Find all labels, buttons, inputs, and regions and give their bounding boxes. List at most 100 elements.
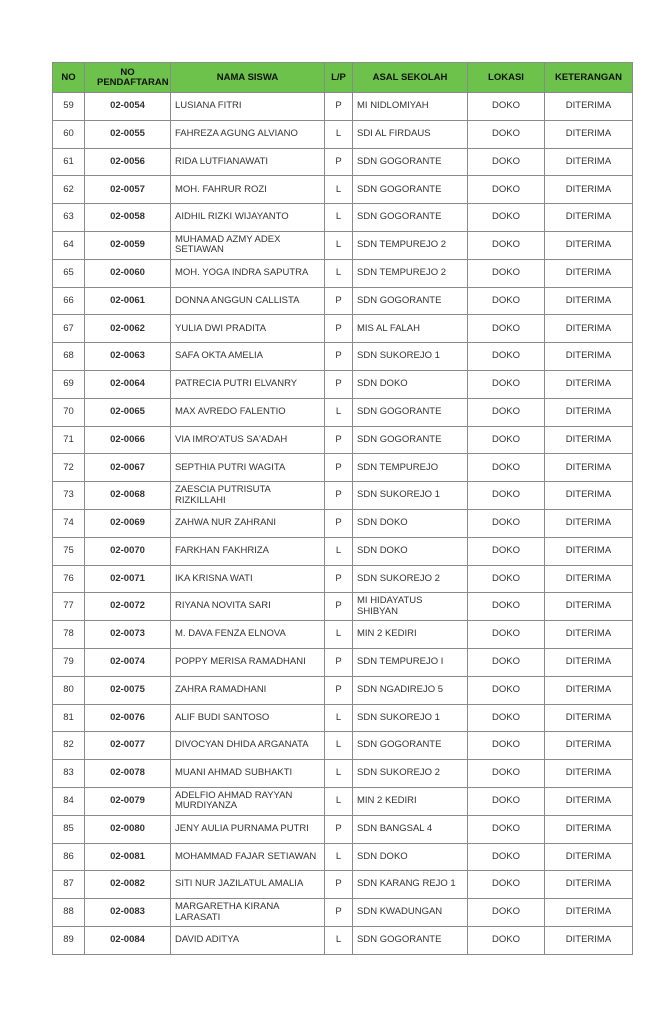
cell-lp: P <box>324 92 353 121</box>
cell-no: 75 <box>52 536 85 566</box>
cell-no: 74 <box>52 508 85 538</box>
cell-lp: P <box>324 675 353 705</box>
cell-keterangan: DITERIMA <box>544 397 633 427</box>
header-keterangan: KETERANGAN <box>544 62 633 93</box>
cell-lp: P <box>324 286 353 316</box>
table-row: 67 02-0062 YULIA DWI PRADITA P MIS AL FALAH D… <box>52 314 633 344</box>
cell-nama-siswa: MOH. FAHRUR ROZI <box>170 175 325 205</box>
cell-lp: L <box>324 703 353 733</box>
cell-asal-sekolah: SDN GOGORANTE <box>352 203 468 232</box>
cell-no-pendaftaran: 02-0062 <box>84 314 171 344</box>
cell-asal-sekolah: SDN SUKOREJO 2 <box>352 759 468 788</box>
cell-lokasi: DOKO <box>467 92 545 121</box>
cell-keterangan: DITERIMA <box>544 842 633 872</box>
cell-keterangan: DITERIMA <box>544 786 633 816</box>
cell-no: 69 <box>52 369 85 399</box>
cell-keterangan: DITERIMA <box>544 536 633 566</box>
cell-lp: P <box>324 453 353 483</box>
cell-asal-sekolah: SDN GOGORANTE <box>352 731 468 761</box>
cell-lokasi: DOKO <box>467 119 545 149</box>
cell-lokasi: DOKO <box>467 647 545 677</box>
cell-no: 62 <box>52 175 85 205</box>
cell-lp: L <box>324 731 353 761</box>
cell-nama-siswa: SAFA OKTA AMELIA <box>170 342 325 371</box>
cell-no: 67 <box>52 314 85 344</box>
table-row: 84 02-0079 ADELFIO AHMAD RAYYAN MURDIYANZA… <box>52 786 633 816</box>
cell-nama-siswa: SITI NUR JAZILATUL AMALIA <box>170 870 325 900</box>
cell-keterangan: DITERIMA <box>544 203 633 232</box>
cell-no: 80 <box>52 675 85 705</box>
cell-lokasi: DOKO <box>467 175 545 205</box>
cell-lokasi: DOKO <box>467 620 545 649</box>
cell-lokasi: DOKO <box>467 731 545 761</box>
cell-nama-siswa: SEPTHIA PUTRI WAGITA <box>170 453 325 483</box>
cell-lp: L <box>324 759 353 788</box>
cell-lokasi: DOKO <box>467 675 545 705</box>
cell-no: 66 <box>52 286 85 316</box>
cell-asal-sekolah: SDN GOGORANTE <box>352 397 468 427</box>
cell-no-pendaftaran: 02-0071 <box>84 564 171 594</box>
cell-keterangan: DITERIMA <box>544 230 633 260</box>
cell-no-pendaftaran: 02-0081 <box>84 842 171 872</box>
cell-no: 88 <box>52 898 85 927</box>
cell-no-pendaftaran: 02-0057 <box>84 175 171 205</box>
table-body: 59 02-0054 LUSIANA FITRI P MI NIDLOMIYAH DOKO… <box>52 92 633 955</box>
cell-no-pendaftaran: 02-0068 <box>84 481 171 510</box>
table-row: 73 02-0068 ZAESCIA PUTRISUTA RIZKILLAHI P SD… <box>52 481 633 510</box>
cell-no-pendaftaran: 02-0069 <box>84 508 171 538</box>
cell-lp: P <box>324 647 353 677</box>
cell-lp: L <box>324 230 353 260</box>
cell-no-pendaftaran: 02-0066 <box>84 425 171 455</box>
cell-asal-sekolah: SDI AL FIRDAUS <box>352 119 468 149</box>
cell-asal-sekolah: SDN SUKOREJO 2 <box>352 564 468 594</box>
cell-keterangan: DITERIMA <box>544 703 633 733</box>
cell-no: 85 <box>52 814 85 844</box>
header-no-pendaftaran: NO PENDAFTARAN <box>84 62 171 93</box>
cell-nama-siswa: RIYANA NOVITA SARI <box>170 592 325 622</box>
cell-lokasi: DOKO <box>467 453 545 483</box>
cell-lokasi: DOKO <box>467 258 545 288</box>
cell-nama-siswa: YULIA DWI PRADITA <box>170 314 325 344</box>
cell-no-pendaftaran: 02-0080 <box>84 814 171 844</box>
cell-lp: L <box>324 258 353 288</box>
table-row: 66 02-0061 DONNA ANGGUN CALLISTA P SDN GOGOR… <box>52 286 633 316</box>
cell-no: 71 <box>52 425 85 455</box>
cell-no: 68 <box>52 342 85 371</box>
cell-nama-siswa: ZAESCIA PUTRISUTA RIZKILLAHI <box>170 481 325 510</box>
cell-nama-siswa: PATRECIA PUTRI ELVANRY <box>170 369 325 399</box>
cell-keterangan: DITERIMA <box>544 147 633 177</box>
cell-asal-sekolah: SDN TEMPUREJO 2 <box>352 230 468 260</box>
cell-lokasi: DOKO <box>467 425 545 455</box>
cell-no-pendaftaran: 02-0078 <box>84 759 171 788</box>
cell-no: 65 <box>52 258 85 288</box>
cell-no-pendaftaran: 02-0058 <box>84 203 171 232</box>
cell-lokasi: DOKO <box>467 481 545 510</box>
cell-asal-sekolah: MIS AL FALAH <box>352 314 468 344</box>
cell-asal-sekolah: SDN TEMPUREJO <box>352 453 468 483</box>
cell-keterangan: DITERIMA <box>544 814 633 844</box>
cell-lp: P <box>324 508 353 538</box>
cell-asal-sekolah: SDN DOKO <box>352 508 468 538</box>
table-row: 59 02-0054 LUSIANA FITRI P MI NIDLOMIYAH DOKO… <box>52 92 633 121</box>
table-row: 72 02-0067 SEPTHIA PUTRI WAGITA P SDN TEMPUR… <box>52 453 633 483</box>
header-no: NO <box>52 62 85 93</box>
table-row: 68 02-0063 SAFA OKTA AMELIA P SDN SUKOREJO 1… <box>52 342 633 371</box>
cell-nama-siswa: VIA IMRO'ATUS SA'ADAH <box>170 425 325 455</box>
cell-lokasi: DOKO <box>467 814 545 844</box>
cell-lp: P <box>324 564 353 594</box>
cell-no-pendaftaran: 02-0056 <box>84 147 171 177</box>
cell-no-pendaftaran: 02-0064 <box>84 369 171 399</box>
cell-asal-sekolah: SDN DOKO <box>352 536 468 566</box>
cell-nama-siswa: MAX AVREDO FALENTIO <box>170 397 325 427</box>
cell-no-pendaftaran: 02-0072 <box>84 592 171 622</box>
cell-asal-sekolah: SDN GOGORANTE <box>352 925 468 955</box>
cell-asal-sekolah: MIN 2 KEDIRI <box>352 786 468 816</box>
cell-lp: P <box>324 369 353 399</box>
cell-keterangan: DITERIMA <box>544 592 633 622</box>
cell-keterangan: DITERIMA <box>544 759 633 788</box>
table-row: 79 02-0074 POPPY MERISA RAMADHANI P SDN TEMP… <box>52 647 633 677</box>
cell-no-pendaftaran: 02-0076 <box>84 703 171 733</box>
cell-keterangan: DITERIMA <box>544 925 633 955</box>
cell-no: 77 <box>52 592 85 622</box>
cell-no-pendaftaran: 02-0075 <box>84 675 171 705</box>
